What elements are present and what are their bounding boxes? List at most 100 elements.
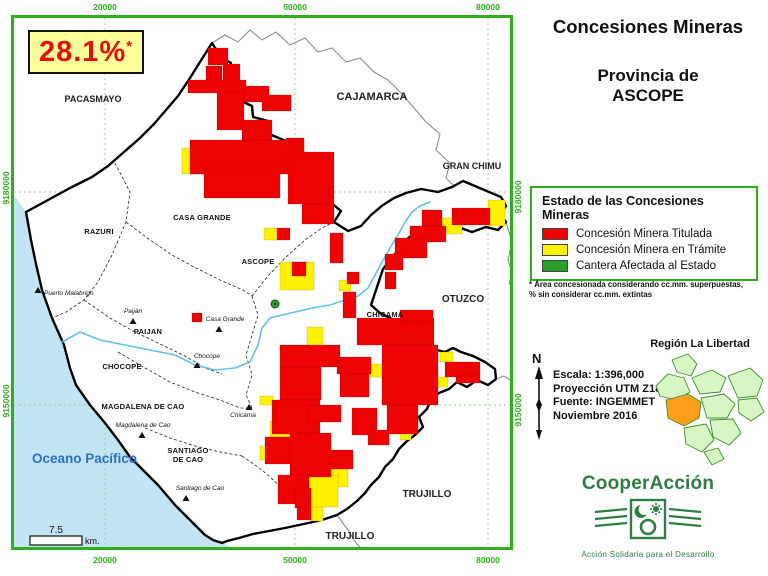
- town-marker-icon: [193, 362, 201, 368]
- concession-titled-cell: [451, 207, 491, 226]
- concession-titled-cell: [187, 79, 247, 94]
- inset-title: Región La Libertad: [650, 338, 750, 350]
- coastline-south: [336, 514, 361, 547]
- concession-titled-cell: [399, 309, 434, 323]
- concession-titled-cell: [296, 506, 312, 521]
- concession-in-process-cell: [338, 279, 352, 292]
- coverage-value: 28.1%: [38, 35, 127, 68]
- concession-titled-cell: [203, 167, 281, 199]
- neighbor-label: TRUJILLO: [326, 531, 375, 542]
- concession-titled-cell: [264, 436, 292, 465]
- grid-tick-label: 9180000: [513, 180, 523, 214]
- legend-swatch-yellow: [542, 244, 568, 256]
- district-label: CASA GRANDE: [173, 213, 231, 222]
- town-label: Casa Grande: [206, 316, 245, 323]
- concession-titled-cell: [294, 487, 312, 509]
- town-label: Puerto Malabrigo: [44, 290, 94, 297]
- map-labels: PACASMAYO CAJAMARCA GRAN CHIMU OTUZCO TRUJIL…: [34, 91, 502, 542]
- concessions-titled: [187, 47, 491, 521]
- concession-titled-cell: [289, 432, 332, 478]
- legend-title: Estado de las Concesiones Mineras: [542, 194, 704, 222]
- concession-titled-cell: [367, 429, 390, 446]
- grid-tick-label: 80000: [476, 2, 500, 12]
- neighbor-boundary-east: [505, 221, 510, 286]
- neighbor-label: TRUJILLO: [403, 489, 452, 500]
- legend: Estado de las Concesiones Mineras Conces…: [530, 186, 758, 281]
- concession-titled-cell: [394, 237, 428, 259]
- concession-titled-cell: [339, 373, 370, 398]
- map-info: Escala: 1:396,000 Proyección UTM Z18 Fue…: [553, 369, 698, 423]
- town-label: Santiago de Cao: [176, 485, 225, 492]
- cantera-marker: [270, 299, 280, 309]
- concession-titled-cell: [241, 119, 273, 141]
- concession-titled-cell: [207, 47, 229, 66]
- district-label: ASCOPE: [242, 257, 275, 266]
- town-label: Paiján: [124, 308, 142, 315]
- map-projection: Proyección UTM Z18: [553, 382, 662, 395]
- ocean-label: Oceano Pacífico: [32, 451, 137, 466]
- concession-in-process-cell: [439, 351, 454, 363]
- scale-bar-unit: km.: [85, 536, 100, 546]
- subtitle-province: Provincia de: [597, 66, 699, 85]
- concession-titled-cell: [342, 291, 357, 319]
- grid-tick-label: 50000: [283, 555, 307, 565]
- logo-tagline: Acción Solidaria para el Desarrollo: [581, 550, 715, 559]
- neighbor-boundary-east2: [495, 375, 510, 381]
- neighbor-label: CAJAMARCA: [337, 91, 408, 103]
- concession-titled-cell: [279, 366, 322, 401]
- north-arrow: N: [528, 350, 558, 442]
- concession-titled-cell: [191, 312, 203, 323]
- neighbor-boundary-north: [211, 29, 464, 191]
- legend-swatch-red: [542, 228, 568, 240]
- district-label: DE CAO: [173, 455, 203, 464]
- concession-titled-cell: [216, 91, 245, 131]
- cooperaccion-logo: CooperAcción Acción Soli: [558, 473, 738, 559]
- district-label: PAIJAN: [134, 327, 162, 336]
- concession-in-process-cell: [263, 227, 278, 241]
- grid-tick-label: 20000: [93, 555, 117, 565]
- concession-titled-cell: [291, 261, 307, 277]
- legend-item-titled: Concesión Minera Titulada: [542, 228, 749, 240]
- grid-tick-label: 20000: [93, 2, 117, 12]
- concession-titled-cell: [381, 344, 439, 406]
- town-label: Chicama: [230, 412, 256, 419]
- district-label: MAGDALENA DE CAO: [102, 402, 185, 411]
- district-label: CHICAMA: [367, 310, 404, 319]
- neighbor-label: GRAN CHIMU: [443, 161, 502, 171]
- concession-titled-cell: [346, 271, 360, 285]
- concession-titled-cell: [307, 404, 342, 423]
- legend-footnote: * Área concesionada considerando cc.mm. …: [529, 280, 744, 299]
- concession-titled-cell: [287, 151, 335, 205]
- concession-titled-cell: [261, 94, 292, 112]
- legend-label: Concesión Minera en Trámite: [576, 244, 727, 256]
- concession-in-process-cell: [306, 326, 324, 347]
- concession-titled-cell: [279, 344, 341, 368]
- logo-mark: [594, 498, 702, 540]
- concession-in-process-cell: [259, 395, 274, 406]
- concession-titled-cell: [336, 356, 372, 375]
- concession-titled-cell: [384, 253, 404, 271]
- legend-label: Concesión Minera Titulada: [576, 228, 713, 240]
- legend-label: Cantera Afectada al Estado: [576, 260, 717, 272]
- district-label: SANTIAGO: [167, 446, 208, 455]
- title-block: Concesiones Mineras Provincia de ASCOPE: [520, 16, 768, 106]
- moon-icon: [634, 505, 647, 518]
- map-date: Noviembre 2016: [553, 409, 638, 422]
- map-scale: Escala: 1:396,000: [553, 369, 645, 381]
- map-source: Fuente: INGEMMET: [553, 396, 656, 408]
- concession-titled-cell: [276, 227, 291, 241]
- sun-icon: [650, 503, 662, 515]
- concession-in-process-cell: [310, 506, 324, 522]
- legend-item-in-process: Concesión Minera en Trámite: [542, 244, 749, 256]
- town-marker-icon: [245, 404, 253, 410]
- concession-titled-cell: [301, 203, 335, 225]
- grid-tick-label: 80000: [476, 555, 500, 565]
- town-marker-icon: [129, 318, 137, 324]
- scale-bar: 7.5 km.: [29, 525, 100, 546]
- north-label: N: [532, 351, 541, 366]
- grid-tick-label: 9180000: [1, 171, 11, 205]
- concession-titled-cell: [421, 209, 443, 227]
- page-title: Concesiones Mineras: [552, 16, 744, 37]
- concession-titled-cell: [386, 404, 419, 435]
- grid-tick-label: 50000: [283, 2, 307, 12]
